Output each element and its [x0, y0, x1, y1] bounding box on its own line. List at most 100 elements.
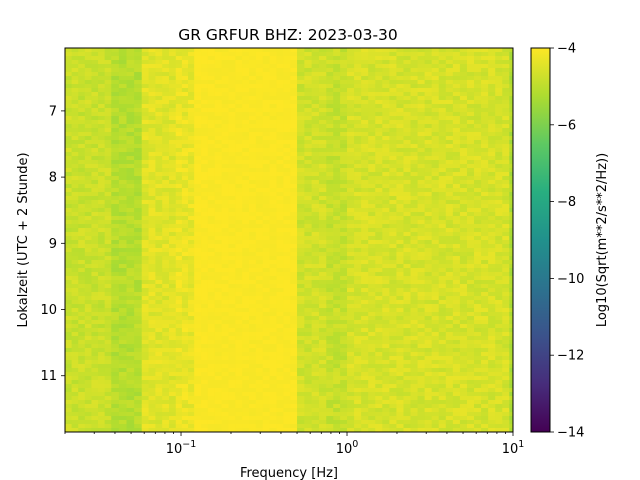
heatmap-cell	[162, 396, 170, 401]
heatmap-cell	[340, 72, 348, 77]
heatmap-cell	[389, 164, 398, 169]
heatmap-cell	[242, 260, 250, 265]
heatmap-cell	[481, 224, 489, 229]
heatmap-cell	[297, 364, 305, 369]
heatmap-cell	[91, 152, 99, 157]
heatmap-cell	[488, 204, 496, 209]
heatmap-cell	[78, 144, 86, 149]
heatmap-cell	[242, 88, 250, 93]
heatmap-cell	[255, 196, 264, 201]
heatmap-cell	[495, 144, 503, 149]
heatmap-cell	[214, 300, 223, 305]
heatmap-cell	[459, 212, 468, 217]
heatmap-cell	[155, 336, 163, 341]
heatmap-cell	[168, 380, 177, 385]
heatmap-cell	[65, 140, 73, 145]
heatmap-cell	[276, 80, 284, 85]
heatmap-cell	[104, 76, 112, 81]
heatmap-cell	[311, 68, 320, 73]
heatmap-cell	[431, 100, 440, 105]
heatmap-cell	[84, 272, 93, 277]
heatmap-cell	[162, 376, 170, 381]
heatmap-cell	[98, 364, 106, 369]
heatmap-cell	[333, 84, 341, 89]
heatmap-cell	[276, 144, 284, 149]
heatmap-cell	[389, 144, 398, 149]
heatmap-cell	[118, 60, 128, 65]
heatmap-cell	[118, 268, 128, 273]
heatmap-cell	[368, 192, 376, 197]
heatmap-cell	[84, 264, 93, 269]
heatmap-cell	[207, 364, 216, 369]
heatmap-cell	[452, 120, 461, 125]
heatmap-cell	[118, 188, 128, 193]
heatmap-cell	[459, 176, 468, 181]
heatmap-cell	[126, 336, 135, 341]
heatmap-cell	[431, 196, 440, 201]
heatmap-cell	[488, 172, 496, 177]
heatmap-cell	[276, 132, 284, 137]
heatmap-cell	[235, 284, 243, 289]
heatmap-cell	[326, 224, 334, 229]
heatmap-cell	[78, 348, 86, 353]
heatmap-cell	[221, 272, 230, 277]
heatmap-cell	[168, 248, 177, 253]
heatmap-cell	[84, 56, 93, 61]
heatmap-cell	[389, 200, 398, 205]
heatmap-cell	[118, 104, 128, 109]
heatmap-cell	[98, 268, 106, 273]
heatmap-cell	[276, 268, 284, 273]
heatmap-cell	[255, 304, 264, 309]
heatmap-cell	[71, 96, 79, 101]
heatmap-cell	[431, 104, 440, 109]
heatmap-cell	[361, 120, 369, 125]
heatmap-cell	[175, 164, 183, 169]
heatmap-cell	[201, 92, 209, 97]
heatmap-cell	[134, 116, 143, 121]
heatmap-cell	[276, 320, 284, 325]
heatmap-cell	[148, 116, 156, 121]
heatmap-cell	[410, 80, 419, 85]
heatmap-cell	[126, 256, 135, 261]
heatmap-cell	[474, 188, 482, 193]
heatmap-cell	[134, 248, 143, 253]
heatmap-cell	[126, 400, 135, 405]
heatmap-cell	[126, 404, 135, 409]
heatmap-cell	[111, 376, 120, 381]
heatmap-cell	[276, 124, 284, 129]
heatmap-cell	[78, 88, 86, 93]
heatmap-cell	[410, 136, 419, 141]
heatmap-cell	[65, 236, 73, 241]
heatmap-cell	[235, 48, 243, 53]
heatmap-cell	[155, 156, 163, 161]
heatmap-cell	[382, 104, 390, 109]
heatmap-cell	[194, 108, 202, 113]
heatmap-cell	[361, 84, 369, 89]
heatmap-cell	[424, 48, 433, 53]
heatmap-cell	[118, 48, 128, 53]
heatmap-cell	[235, 80, 243, 85]
heatmap-cell	[333, 244, 341, 249]
heatmap-cell	[201, 224, 209, 229]
heatmap-cell	[118, 184, 128, 189]
heatmap-cell	[104, 304, 112, 309]
heatmap-cell	[262, 168, 271, 173]
heatmap-cell	[311, 216, 320, 221]
heatmap-cell	[221, 248, 230, 253]
heatmap-cell	[255, 308, 264, 313]
heatmap-cell	[318, 268, 327, 273]
heatmap-cell	[168, 304, 177, 309]
heatmap-cell	[290, 248, 298, 253]
heatmap-cell	[104, 236, 112, 241]
heatmap-cell	[126, 296, 135, 301]
heatmap-cell	[168, 52, 177, 57]
heatmap-cell	[235, 68, 243, 73]
heatmap-cell	[283, 76, 291, 81]
heatmap-cell	[255, 384, 264, 389]
heatmap-cell	[269, 400, 278, 405]
heatmap-cell	[201, 372, 209, 377]
heatmap-cell	[389, 108, 398, 113]
heatmap-cell	[269, 220, 278, 225]
heatmap-cell	[459, 228, 468, 233]
heatmap-cell	[354, 76, 362, 81]
